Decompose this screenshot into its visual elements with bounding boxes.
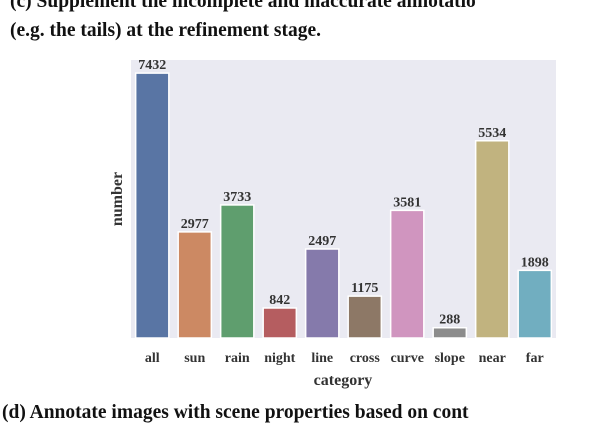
x-axis-label: category: [314, 372, 373, 389]
bar-far: [517, 269, 553, 339]
bar-curve: [389, 209, 425, 339]
tick-label-rain: rain: [225, 351, 250, 366]
tick-label-night: night: [264, 351, 295, 366]
value-label-sun: 2977: [181, 217, 209, 232]
bar-night: [262, 307, 298, 339]
value-label-line: 2497: [308, 234, 336, 249]
bar-line: [304, 248, 340, 339]
value-label-far: 1898: [521, 255, 549, 270]
value-label-near: 5534: [478, 126, 506, 141]
bar-slope: [432, 326, 468, 339]
y-axis-label: number: [109, 172, 126, 226]
figure-caption-d-line-1: (d) Annotate images with scene propertie…: [2, 402, 469, 423]
value-label-slope: 288: [439, 313, 460, 328]
tick-label-line: line: [311, 351, 333, 366]
value-label-rain: 3733: [223, 190, 251, 205]
tick-label-sun: sun: [184, 351, 205, 366]
value-label-all: 7432: [138, 58, 166, 73]
bar-cross: [347, 295, 383, 339]
tick-label-near: near: [479, 351, 506, 366]
value-label-curve: 3581: [393, 195, 421, 210]
figure-caption-c-line-2: (e.g. the tails) at the refinement stage…: [10, 20, 322, 41]
value-label-night: 842: [269, 293, 290, 308]
bar-all: [134, 72, 170, 339]
tick-label-slope: slope: [435, 351, 465, 366]
bar-rain: [219, 204, 255, 339]
value-label-cross: 1175: [351, 281, 378, 296]
tick-label-far: far: [526, 351, 544, 366]
bar-sun: [177, 231, 213, 339]
bar-near: [474, 140, 510, 339]
tick-label-all: all: [145, 351, 160, 366]
tick-label-curve: curve: [391, 351, 424, 366]
tick-label-cross: cross: [350, 351, 381, 366]
figure-caption-c-line-1: (c) Supplement the incomplete and inaccu…: [10, 0, 476, 12]
